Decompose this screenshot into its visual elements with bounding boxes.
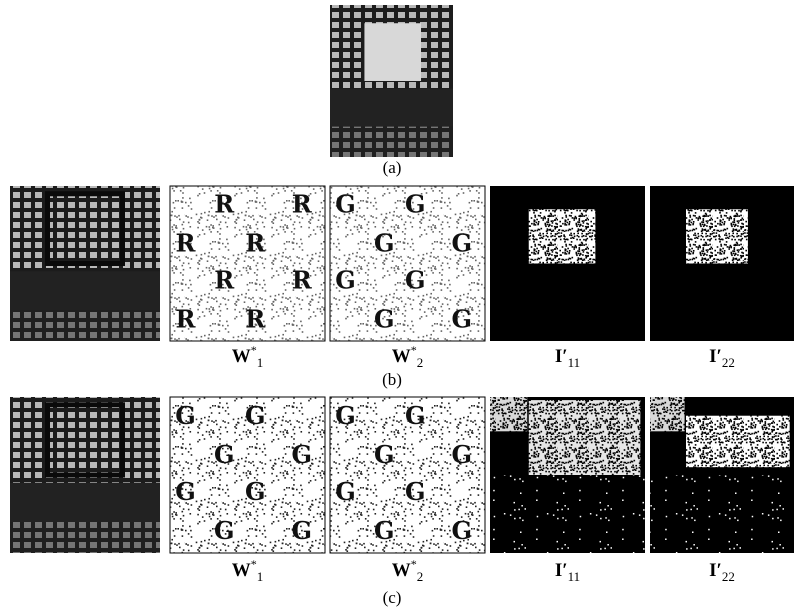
binary-sparse bbox=[650, 475, 794, 553]
watermark-letter: G bbox=[452, 516, 473, 545]
watermark-letter: G bbox=[175, 477, 196, 506]
label-symbol: I′ bbox=[555, 560, 568, 581]
binary-image bbox=[650, 397, 794, 553]
label-symbol: I′ bbox=[709, 560, 722, 581]
floor-light bbox=[10, 310, 160, 341]
watermark-letter: R bbox=[292, 190, 313, 219]
watermark-letter: R bbox=[176, 304, 197, 333]
label-symbol: W bbox=[232, 346, 251, 367]
panel-label: I′22 bbox=[709, 346, 735, 370]
window-view bbox=[364, 23, 421, 81]
watermark-letter: R bbox=[214, 190, 235, 219]
watermark-letter: G bbox=[452, 304, 473, 333]
watermark-letter: G bbox=[214, 516, 235, 545]
label-sub: 22 bbox=[722, 569, 735, 584]
label-sub: 2 bbox=[417, 355, 424, 370]
watermark-letter: G bbox=[335, 477, 356, 506]
label-symbol: W bbox=[392, 346, 411, 367]
caption-a: (a) bbox=[383, 158, 402, 177]
label-sub: 22 bbox=[722, 355, 735, 370]
watermark-letter: R bbox=[214, 266, 235, 295]
watermark-letter: G bbox=[374, 440, 395, 469]
photo bbox=[10, 397, 160, 553]
watermark-letter: R bbox=[292, 266, 313, 295]
watermark-letter: G bbox=[452, 440, 473, 469]
caption-b: (b) bbox=[382, 370, 402, 389]
panel-label: I′22 bbox=[709, 560, 735, 584]
binary-sparse bbox=[490, 475, 645, 553]
label-sub: 2 bbox=[417, 569, 424, 584]
binary-corner bbox=[650, 397, 685, 431]
watermark-letter: R bbox=[176, 228, 197, 257]
watermark-letter: G bbox=[335, 266, 356, 295]
watermark-letter: G bbox=[374, 516, 395, 545]
watermark-letter: G bbox=[405, 477, 426, 506]
label-symbol: I′ bbox=[709, 346, 722, 367]
watermark-letter: G bbox=[374, 228, 395, 257]
photo bbox=[10, 186, 160, 341]
watermark-letter: G bbox=[374, 304, 395, 333]
binary-image bbox=[490, 186, 645, 341]
binary-image bbox=[490, 397, 645, 553]
watermark-letter: G bbox=[245, 401, 266, 430]
panel-label: W*1 bbox=[232, 343, 264, 370]
label-sub: 11 bbox=[568, 569, 581, 584]
watermark-letter: G bbox=[405, 190, 426, 219]
watermark-letter: G bbox=[452, 228, 473, 257]
watermark-letter: G bbox=[335, 401, 356, 430]
floor-light bbox=[330, 127, 453, 157]
panel-label: W*2 bbox=[392, 343, 424, 370]
watermark-letter: G bbox=[214, 440, 235, 469]
watermark-letter: G bbox=[335, 190, 356, 219]
binary-region bbox=[686, 209, 748, 263]
windows bbox=[10, 397, 160, 483]
watermark-letter: R bbox=[245, 228, 266, 257]
panel-label: I′11 bbox=[555, 346, 580, 370]
watermark-letter: G bbox=[245, 477, 266, 506]
watermark-letter: G bbox=[292, 440, 313, 469]
watermark-letter: G bbox=[405, 401, 426, 430]
label-symbol: I′ bbox=[555, 346, 568, 367]
label-sub: 1 bbox=[257, 355, 264, 370]
binary-corner bbox=[490, 397, 527, 431]
photo bbox=[330, 5, 453, 157]
label-symbol: W bbox=[392, 560, 411, 581]
label-sub: 1 bbox=[257, 569, 264, 584]
caption-c: (c) bbox=[383, 588, 402, 607]
binary-region bbox=[529, 400, 641, 475]
figure: (a) (b) (c) RRRRRRRRGGGGGGGGW*1W*2I′11I′… bbox=[0, 0, 794, 610]
panel-label: W*1 bbox=[232, 557, 264, 584]
label-sub: 11 bbox=[568, 355, 581, 370]
watermark-letter: G bbox=[292, 516, 313, 545]
panel-label: W*2 bbox=[392, 557, 424, 584]
binary-region bbox=[529, 209, 596, 263]
panel-label: I′11 bbox=[555, 560, 580, 584]
binary-region bbox=[686, 416, 790, 467]
windows bbox=[10, 186, 160, 271]
watermark-letter: G bbox=[175, 401, 196, 430]
floor-light bbox=[10, 522, 160, 553]
watermark-letter: G bbox=[405, 266, 426, 295]
watermark-letter: R bbox=[245, 304, 266, 333]
binary-image bbox=[650, 186, 794, 341]
label-symbol: W bbox=[232, 560, 251, 581]
